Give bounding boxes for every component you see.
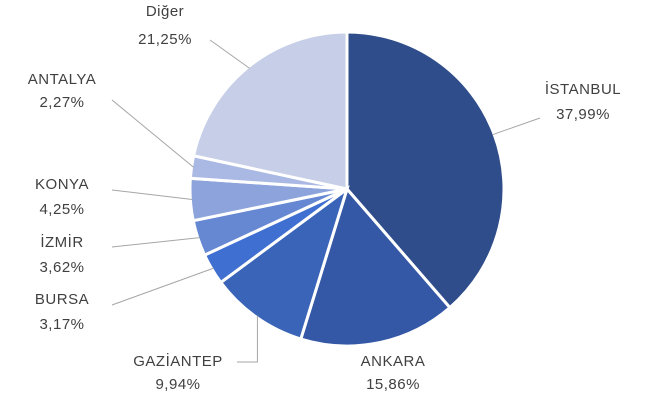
pie-slice [298, 185, 452, 348]
leader-line [209, 39, 250, 69]
slice-label: ANKARA [361, 353, 426, 370]
leader-line [111, 189, 193, 200]
slice-value-label: 3,62% [39, 259, 84, 276]
leader-line [111, 237, 200, 248]
leader-line [111, 267, 214, 306]
slice-label: GAZİANTEP [133, 352, 223, 370]
slice-value-label: 37,99% [556, 106, 610, 123]
slice-value-label: 15,86% [366, 376, 420, 393]
slice-label: KONYA [35, 176, 89, 193]
leader-line [492, 117, 541, 136]
slice-label: BURSA [35, 291, 89, 308]
leader-line [111, 99, 194, 168]
pie-slice [191, 30, 349, 191]
slice-value-label: 3,17% [39, 316, 84, 333]
slice-label: İSTANBUL [545, 80, 621, 98]
slice-value-label: 9,94% [155, 376, 200, 393]
slice-label: ANTALYA [28, 71, 97, 88]
slice-value-label: 4,25% [39, 201, 84, 218]
slice-label: Diğer [146, 3, 184, 20]
slice-label: İZMİR [40, 233, 83, 251]
leader-line [237, 315, 258, 363]
pie-slice [218, 185, 350, 341]
slice-value-label: 21,25% [138, 31, 192, 48]
slice-value-label: 2,27% [39, 94, 84, 111]
